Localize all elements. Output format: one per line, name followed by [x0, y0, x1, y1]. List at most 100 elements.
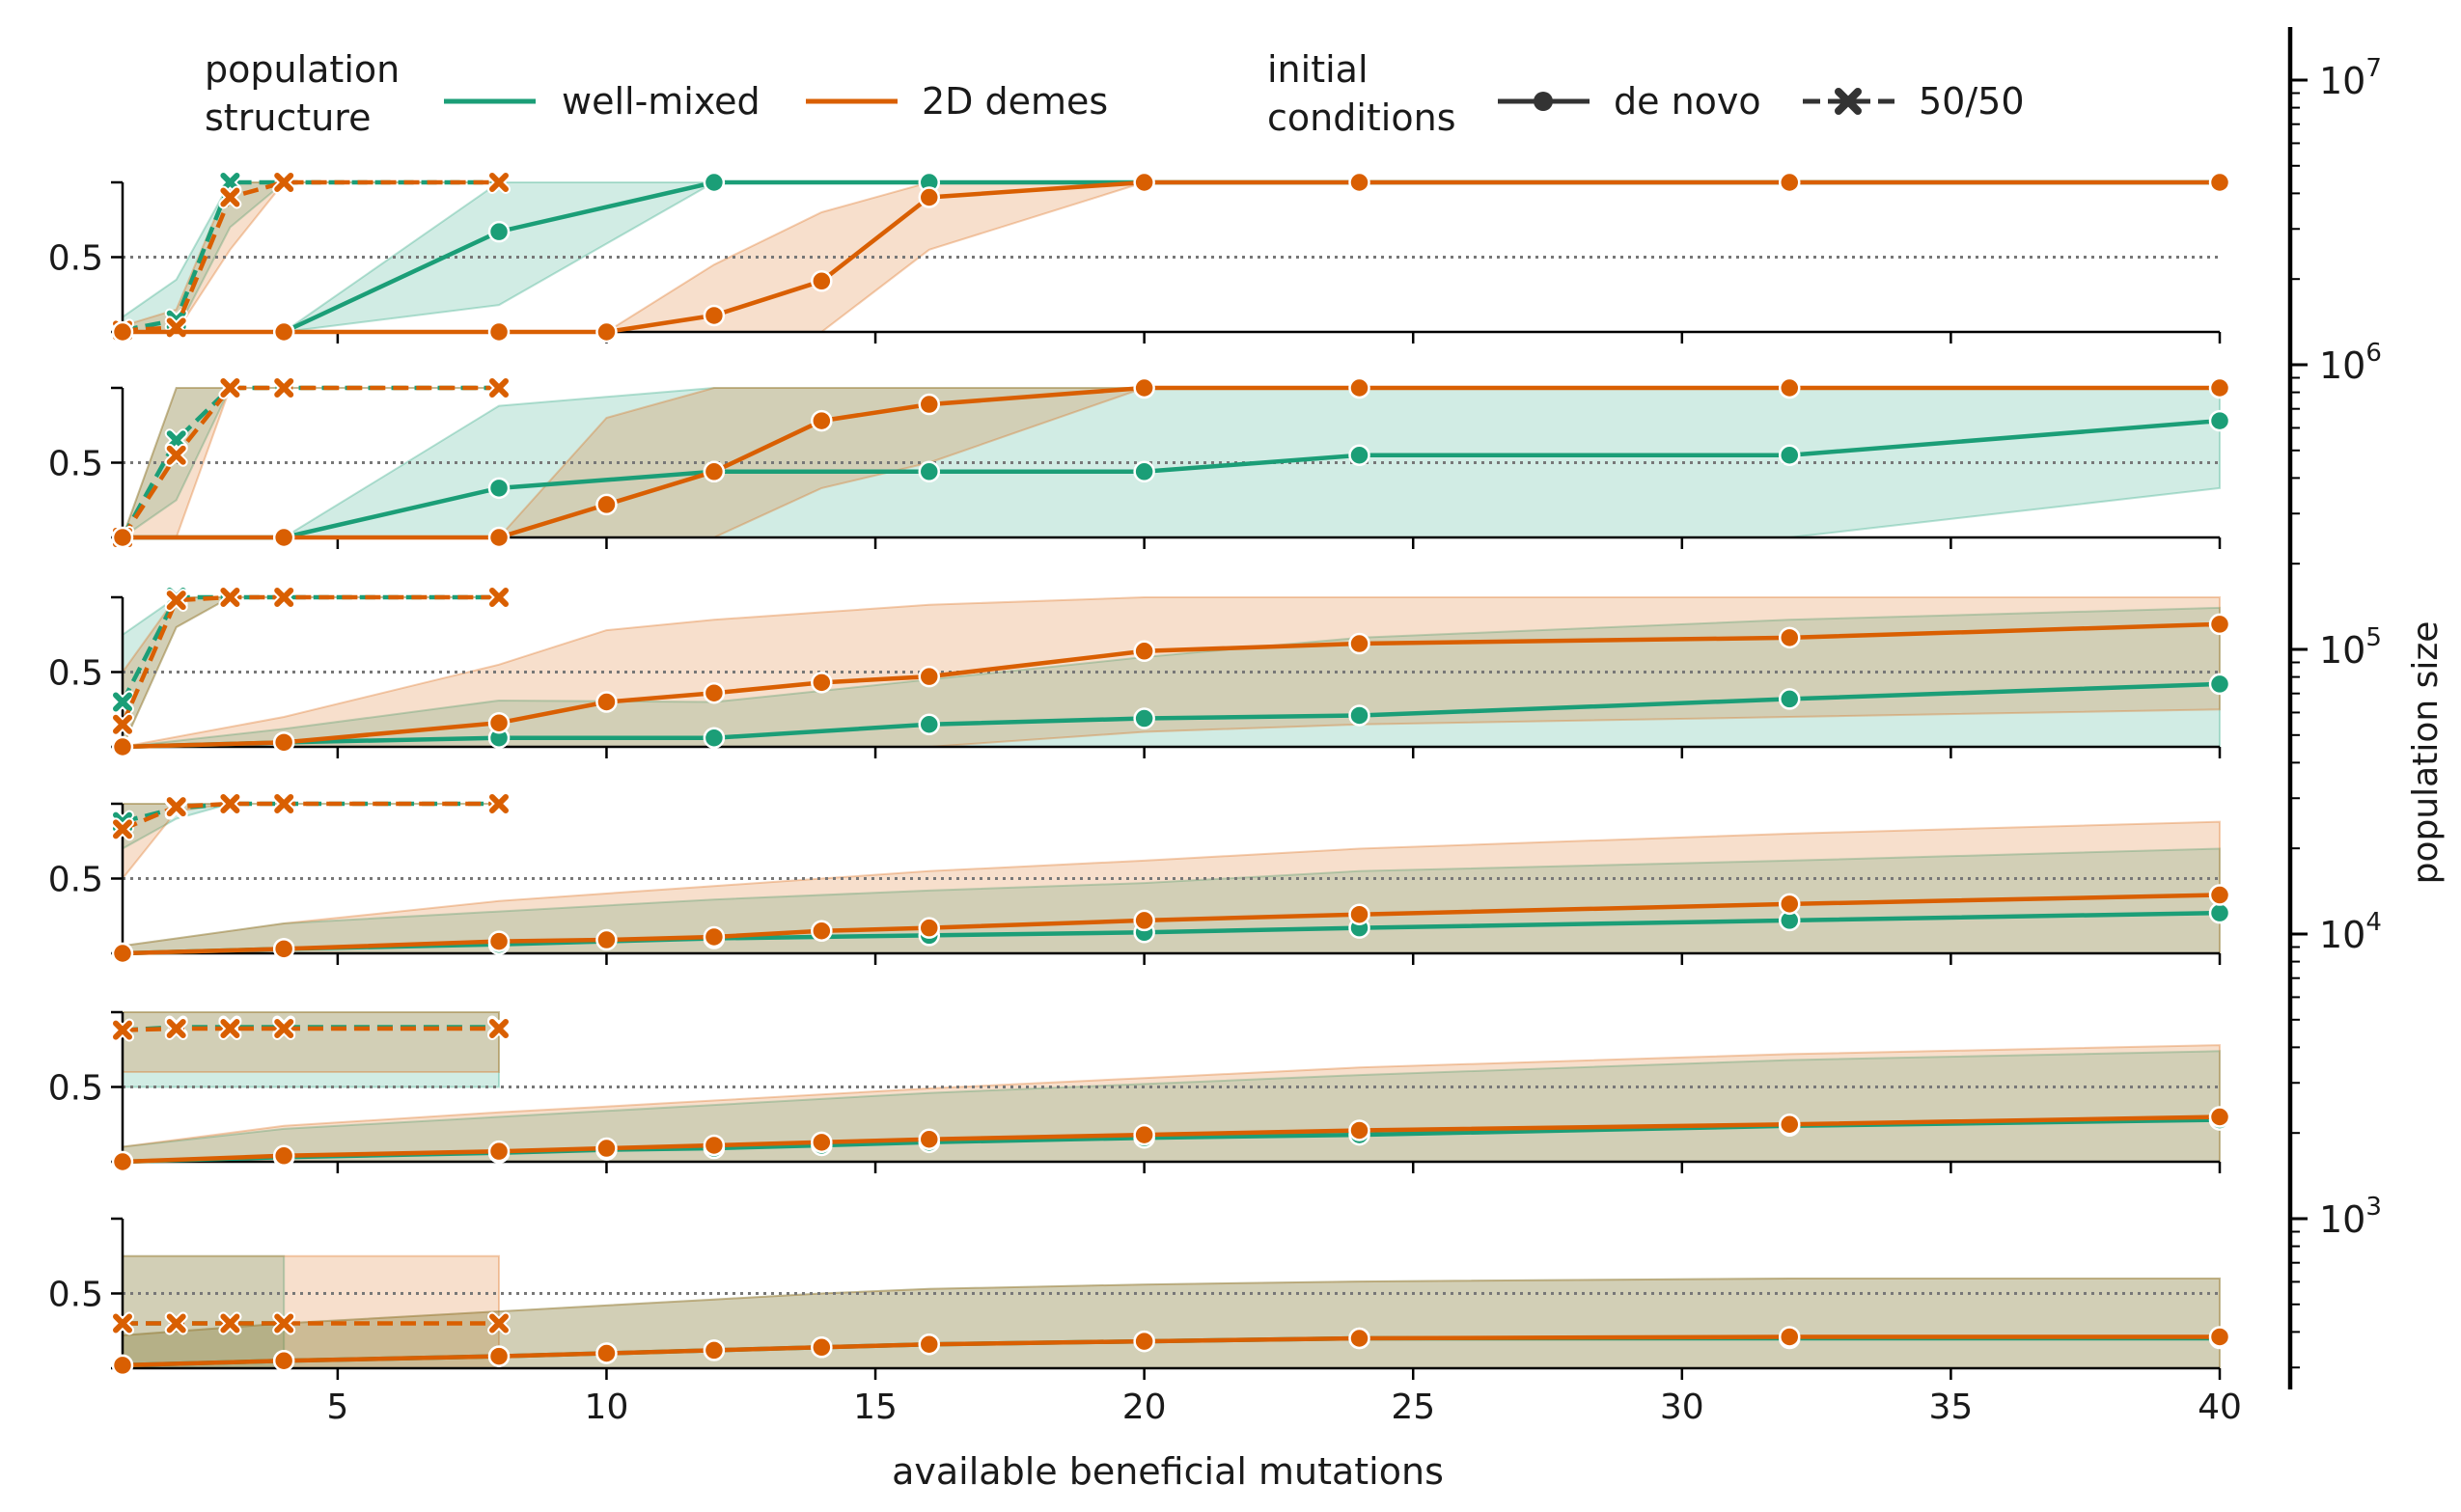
legend-de-novo-marker-icon [1534, 92, 1553, 111]
data-point-2d-demes-de-novo [487, 711, 511, 734]
data-point-2d-demes-de-novo [487, 930, 511, 952]
data-point-2d-demes-50-50 [218, 1311, 242, 1335]
legend-conditions-title-line2: conditions [1267, 96, 1456, 139]
data-point-2d-demes-de-novo [595, 493, 618, 516]
panel-3: 0.5 [48, 586, 2231, 758]
data-point-2d-demes-50-50 [272, 792, 296, 815]
x-tick-label: 20 [1122, 1388, 1167, 1427]
data-point-2d-demes-de-novo [2208, 884, 2231, 906]
data-point-2d-demes-de-novo [1779, 171, 1801, 194]
panels: 0.5 0.5 0.5 0.5 0.5 0.5 [48, 171, 2231, 1380]
data-point-2d-demes-de-novo [111, 1150, 134, 1173]
data-point-well-mixed-de-novo [2208, 901, 2231, 924]
legend-de-novo-label: de novo [1614, 80, 1761, 123]
data-point-2d-demes-de-novo [1348, 632, 1370, 655]
x-axis-label: available beneficial mutations [892, 1450, 1444, 1493]
data-point-2d-demes-de-novo [811, 1336, 833, 1359]
data-point-2d-demes-50-50 [218, 1017, 242, 1040]
data-point-2d-demes-50-50 [111, 817, 134, 841]
panel-5: 0.5 [48, 1010, 2231, 1173]
confidence-band-well-mixed-de-novo [123, 387, 2221, 538]
data-point-2d-demes-de-novo [1779, 1326, 1801, 1348]
data-point-2d-demes-50-50 [218, 792, 242, 815]
population-tick-label: 107 [2319, 54, 2382, 102]
data-point-2d-demes-50-50 [164, 1017, 188, 1040]
data-point-2d-demes-50-50 [164, 1311, 188, 1335]
population-tick-label: 105 [2319, 623, 2382, 672]
data-point-2d-demes-de-novo [2208, 1326, 2231, 1348]
y-tick-label: 0.5 [48, 1276, 103, 1315]
x-tick-label: 40 [2198, 1388, 2242, 1427]
panel-6: 0.5 [48, 1217, 2231, 1380]
data-point-2d-demes-de-novo [1133, 1330, 1155, 1353]
x-tick-label: 5 [326, 1388, 348, 1427]
data-point-2d-demes-de-novo [703, 1134, 726, 1157]
legend-5050-label: 50/50 [1919, 80, 2025, 123]
population-tick-label: 104 [2319, 908, 2382, 956]
data-point-well-mixed-de-novo [703, 727, 726, 749]
population-size-axis-label: population size [2406, 621, 2446, 885]
data-point-2d-demes-de-novo [111, 526, 134, 549]
panel-1: 0.5 [48, 171, 2231, 344]
data-point-2d-demes-de-novo [595, 691, 618, 713]
data-point-well-mixed-de-novo [1348, 704, 1370, 727]
data-point-2d-demes-de-novo [1133, 171, 1155, 194]
confidence-band-2d-demes-50-50 [121, 387, 499, 538]
data-point-2d-demes-de-novo [918, 665, 941, 688]
data-point-2d-demes-de-novo [487, 320, 511, 344]
data-point-2d-demes-de-novo [595, 1137, 618, 1160]
data-point-2d-demes-de-novo [487, 1345, 511, 1367]
confidence-band-well-mixed-50-50 [122, 1011, 500, 1088]
data-point-2d-demes-50-50 [487, 586, 511, 609]
data-point-well-mixed-de-novo [487, 220, 511, 243]
data-point-2d-demes-de-novo [272, 731, 295, 754]
data-point-2d-demes-50-50 [487, 1311, 511, 1335]
data-point-2d-demes-de-novo [595, 1342, 618, 1364]
data-point-2d-demes-de-novo [811, 672, 833, 694]
data-point-2d-demes-50-50 [111, 1018, 134, 1042]
x-tick-label: 15 [853, 1388, 898, 1427]
data-point-2d-demes-de-novo [918, 1333, 941, 1356]
population-size-axis: 107 106 105 104 103 [2287, 27, 2382, 1389]
data-point-2d-demes-de-novo [1348, 171, 1370, 194]
data-point-well-mixed-de-novo [1133, 460, 1155, 483]
data-point-2d-demes-de-novo [1133, 1123, 1155, 1146]
data-point-2d-demes-de-novo [703, 304, 726, 327]
data-point-2d-demes-de-novo [1779, 376, 1801, 399]
x-axis: 5 10 15 20 25 30 35 40 [326, 1388, 2241, 1427]
series-line-well-mixed-50-50 [122, 179, 499, 333]
data-point-2d-demes-50-50 [218, 376, 242, 399]
data-point-2d-demes-de-novo [811, 920, 833, 942]
data-point-2d-demes-de-novo [2208, 613, 2231, 636]
data-point-2d-demes-de-novo [272, 320, 295, 344]
panel-2: 0.5 [48, 376, 2231, 549]
data-point-2d-demes-de-novo [811, 270, 833, 292]
data-point-2d-demes-de-novo [1779, 626, 1801, 649]
data-point-2d-demes-de-novo [918, 186, 941, 208]
data-point-2d-demes-de-novo [703, 681, 726, 704]
data-point-2d-demes-de-novo [595, 320, 618, 344]
series-line-2d-demes-50-50 [122, 801, 499, 832]
data-point-well-mixed-de-novo [1348, 444, 1370, 466]
data-point-2d-demes-de-novo [918, 917, 941, 939]
data-point-2d-demes-50-50 [487, 171, 511, 194]
legend-conditions-title-line1: initial [1267, 48, 1369, 91]
y-tick-label: 0.5 [48, 654, 103, 694]
y-tick-label: 0.5 [48, 445, 103, 484]
data-point-2d-demes-de-novo [1133, 640, 1155, 663]
data-point-2d-demes-de-novo [111, 735, 134, 758]
data-point-2d-demes-de-novo [272, 938, 295, 960]
data-point-2d-demes-de-novo [595, 928, 618, 951]
population-tick-label: 103 [2319, 1193, 2382, 1241]
data-point-well-mixed-de-novo [2208, 673, 2231, 696]
data-point-2d-demes-de-novo [1348, 1119, 1370, 1141]
confidence-band-2d-demes-50-50 [122, 803, 499, 882]
data-point-2d-demes-de-novo [1779, 893, 1801, 916]
data-point-2d-demes-50-50 [487, 376, 511, 399]
data-point-2d-demes-de-novo [111, 1354, 134, 1377]
data-point-2d-demes-de-novo [272, 526, 295, 549]
legend-2d-demes-label: 2D demes [922, 80, 1108, 123]
legend-5050-marker-icon [1835, 88, 1862, 115]
legend-structure-title-line2: structure [205, 96, 371, 139]
